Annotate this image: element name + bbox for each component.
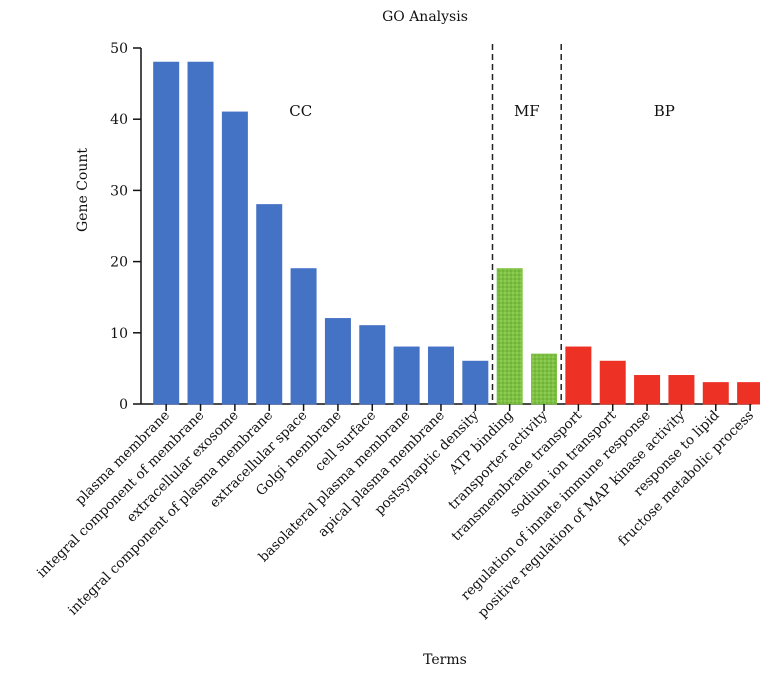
x-axis-title: Terms — [423, 652, 467, 668]
bar — [324, 318, 351, 405]
bar — [668, 375, 695, 405]
y-tick-label: 30 — [110, 183, 128, 199]
y-tick-label: 50 — [110, 41, 128, 57]
y-tick-label: 10 — [110, 326, 128, 342]
bar — [737, 382, 760, 405]
bar — [187, 61, 214, 405]
bar — [702, 382, 729, 405]
chart-title: GO Analysis — [382, 9, 468, 25]
bar — [599, 360, 626, 405]
bar — [634, 375, 661, 405]
bar — [531, 353, 558, 405]
bar — [359, 325, 386, 405]
y-tick-label: 0 — [119, 397, 128, 413]
bar — [393, 346, 420, 405]
bar — [290, 268, 317, 405]
bar — [496, 268, 523, 405]
bar — [256, 204, 283, 405]
y-tick-label: 20 — [110, 255, 128, 271]
group-label-mf: MF — [514, 102, 540, 120]
bar — [153, 61, 180, 405]
y-axis-title: Gene Count — [75, 148, 91, 232]
bar — [427, 346, 454, 405]
bar — [462, 360, 489, 405]
bar — [565, 346, 592, 405]
y-tick-label: 40 — [110, 112, 128, 128]
group-label-bp: BP — [654, 102, 675, 120]
bar — [221, 111, 248, 405]
group-label-cc: CC — [289, 102, 312, 120]
